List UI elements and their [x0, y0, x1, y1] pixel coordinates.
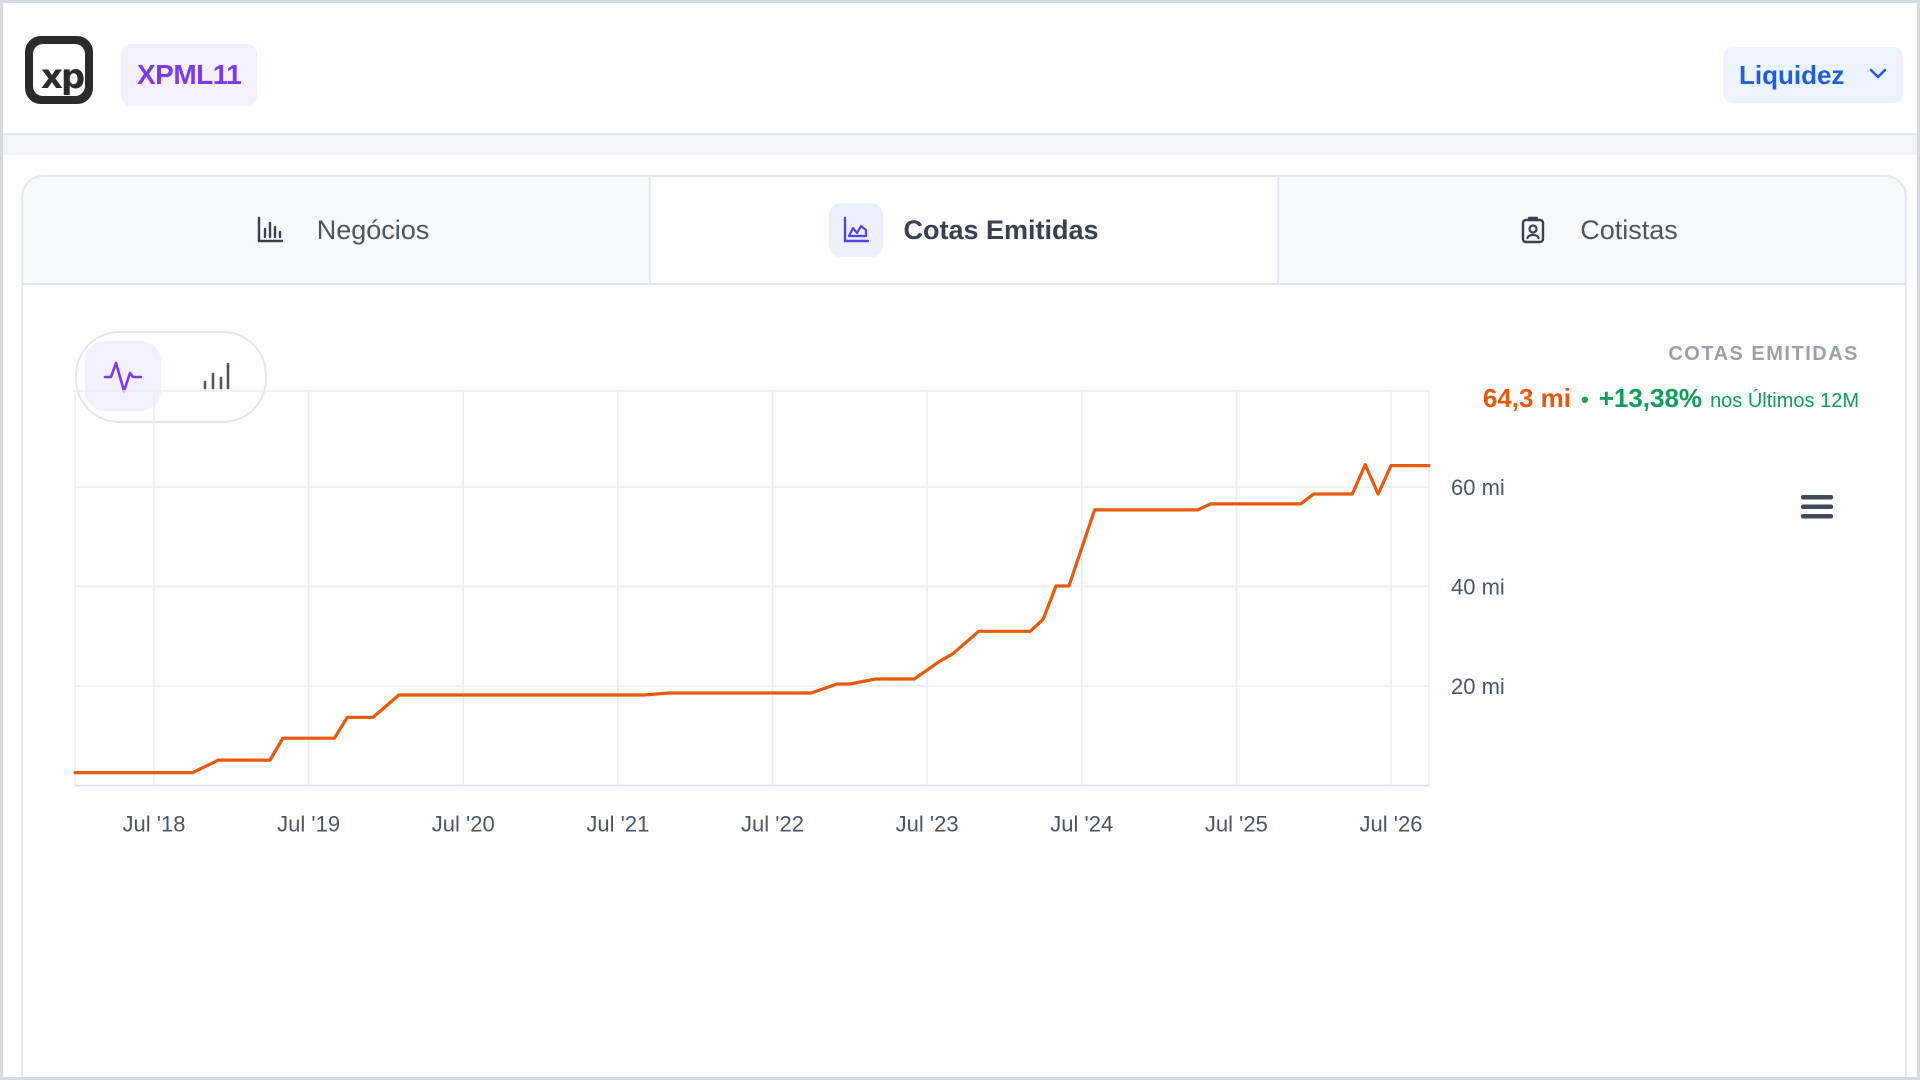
- tab-cotistas-label: Cotistas: [1580, 214, 1678, 245]
- header-separator-band: [3, 135, 1917, 155]
- tab-cotistas[interactable]: Cotistas: [1277, 177, 1905, 283]
- tab-cotas-emitidas-label: Cotas Emitidas: [903, 214, 1099, 245]
- chart-card: Negócios Cotas Emitidas: [21, 175, 1907, 1077]
- y-tick-label: 60 mi: [1451, 475, 1505, 500]
- chart-menu-icon[interactable]: [1797, 487, 1837, 527]
- tab-bar: Negócios Cotas Emitidas: [23, 177, 1905, 285]
- liquidity-dropdown-label: Liquidez: [1739, 60, 1845, 90]
- bar-chart-icon: [243, 203, 297, 257]
- ticker-badge: XPML11: [121, 44, 258, 106]
- liquidity-dropdown-button[interactable]: Liquidez: [1723, 47, 1903, 103]
- chart-grid: [74, 390, 1430, 787]
- chevron-down-icon: [1869, 68, 1887, 79]
- summary-separator: •: [1580, 387, 1589, 412]
- x-tick-label: Jul '21: [586, 812, 649, 837]
- x-tick-label: Jul '18: [123, 812, 186, 837]
- x-tick-label: Jul '25: [1205, 812, 1268, 837]
- y-tick-label: 40 mi: [1451, 575, 1505, 600]
- top-bar: xp XPML11 Liquidez: [3, 3, 1917, 135]
- summary-value: 64,3 mi: [1482, 383, 1571, 413]
- bar-chart-toggle-button[interactable]: [177, 341, 253, 411]
- tab-negocios[interactable]: Negócios: [23, 177, 649, 283]
- plot-area-border: [74, 390, 1430, 787]
- y-axis-labels: 20 mi 40 mi 60 mi: [1451, 475, 1505, 699]
- summary-label: COTAS EMITIDAS: [1668, 343, 1859, 365]
- xp-logo[interactable]: xp: [25, 36, 93, 104]
- xp-logo-inner: [33, 44, 85, 96]
- xp-logo-text: xp: [41, 57, 85, 97]
- x-tick-label: Jul '24: [1050, 812, 1113, 837]
- line-chart-toggle-button[interactable]: [85, 341, 161, 411]
- summary-change-note: nos Últimos 12M: [1710, 390, 1859, 412]
- area-chart-icon: [829, 203, 884, 257]
- tab-cotas-emitidas[interactable]: Cotas Emitidas: [649, 177, 1277, 283]
- bar-chart-icon: [203, 362, 230, 390]
- series-line: [73, 463, 1431, 775]
- tab-negocios-label: Negócios: [316, 214, 430, 245]
- x-axis-labels: Jul '18 Jul '19 Jul '20 Jul '21 Jul '22 Jul '…: [123, 812, 1423, 837]
- chart-type-toggle: [75, 331, 267, 423]
- y-tick-label: 20 mi: [1451, 674, 1505, 699]
- summary-line: 64,3 mi • +13,38% nos Últimos 12M: [1483, 383, 1859, 414]
- summary-change: +13,38%: [1598, 383, 1703, 413]
- x-tick-label: Jul '20: [432, 812, 495, 837]
- badge-id-icon: [1506, 203, 1560, 257]
- x-tick-label: Jul '26: [1360, 812, 1423, 837]
- x-tick-label: Jul '19: [277, 812, 340, 837]
- x-tick-label: Jul '23: [896, 812, 959, 837]
- x-tick-label: Jul '22: [741, 812, 804, 837]
